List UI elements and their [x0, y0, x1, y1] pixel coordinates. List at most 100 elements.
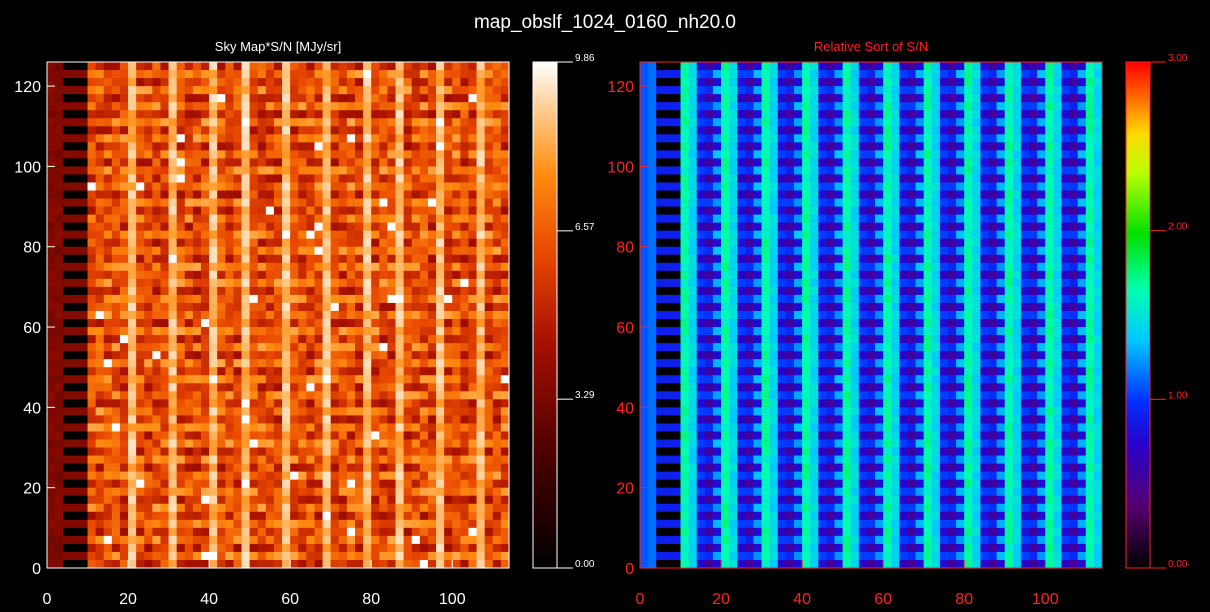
heatmap-cell [290, 463, 299, 473]
heatmap-cell [500, 431, 510, 441]
heatmap-cell [298, 158, 307, 168]
heatmap-cell [95, 294, 105, 304]
heatmap-cell [128, 463, 137, 473]
heatmap-cell [103, 407, 113, 416]
heatmap-cell [729, 359, 738, 368]
heatmap-cell [298, 78, 307, 87]
heatmap-cell [688, 182, 698, 192]
heatmap-cell [785, 327, 795, 336]
heatmap-cell [322, 110, 332, 119]
heatmap-cell [712, 238, 722, 248]
heatmap-cell [152, 487, 162, 497]
heatmap-cell [257, 118, 267, 127]
heatmap-cell [338, 94, 348, 103]
heatmap-cell [176, 102, 186, 111]
heatmap-cell [411, 262, 421, 272]
heatmap-cell [468, 238, 478, 248]
heatmap-cell [201, 399, 210, 408]
heatmap-cell [802, 367, 811, 376]
heatmap-cell [640, 511, 649, 521]
colorbar-tick-label: 9.86 [575, 53, 595, 64]
heatmap-cell [721, 471, 730, 481]
heatmap-cell [225, 399, 235, 408]
heatmap-cell [656, 455, 665, 465]
heatmap-cell [257, 94, 267, 103]
heatmap-cell [63, 294, 72, 304]
heatmap-cell [298, 198, 307, 208]
heatmap-cell [330, 206, 340, 216]
heatmap-cell [640, 327, 649, 336]
heatmap-cell [314, 527, 324, 537]
heatmap-cell [436, 367, 445, 376]
heatmap-cell [387, 319, 397, 328]
heatmap-cell [452, 174, 461, 184]
heatmap-cell [794, 246, 803, 256]
heatmap-cell [168, 246, 178, 256]
left-colorbar: 0.003.296.579.86 [532, 53, 595, 570]
heatmap-cell [468, 479, 478, 489]
heatmap-cell [168, 439, 178, 449]
heatmap-cell [769, 407, 779, 416]
heatmap-cell [379, 351, 389, 360]
heatmap-cell [468, 182, 478, 192]
heatmap-cell [322, 431, 332, 441]
heatmap-cell [290, 94, 299, 103]
heatmap-cell [656, 118, 665, 127]
heatmap-cell [47, 391, 56, 400]
heatmap-cell [387, 367, 397, 376]
heatmap-cell [184, 118, 194, 127]
heatmap-cell [87, 206, 97, 216]
heatmap-cell [355, 359, 364, 368]
heatmap-cell [225, 375, 235, 384]
heatmap-cell [241, 423, 251, 433]
heatmap-cell [444, 206, 453, 216]
heatmap-cell [785, 262, 795, 272]
heatmap-cell [492, 495, 502, 505]
heatmap-cell [664, 335, 674, 344]
heatmap-cell [95, 535, 105, 545]
heatmap-cell [452, 423, 461, 433]
heatmap-cell [688, 439, 698, 449]
heatmap-cell [379, 375, 389, 384]
heatmap-cell [753, 415, 763, 425]
heatmap-cell [664, 270, 674, 280]
heatmap-cell [136, 527, 145, 537]
heatmap-cell [436, 431, 445, 441]
heatmap-cell [656, 439, 665, 449]
heatmap-cell [640, 495, 649, 505]
heatmap-cell [128, 174, 137, 184]
heatmap-cell [79, 455, 89, 465]
heatmap-cell [346, 158, 356, 168]
heatmap-cell [47, 487, 56, 497]
heatmap-cell [119, 214, 129, 224]
heatmap-cell [152, 198, 162, 208]
heatmap-cell [144, 110, 153, 119]
heatmap-cell [346, 270, 356, 280]
heatmap-cell [87, 455, 97, 465]
heatmap-cell [338, 110, 348, 119]
heatmap-cell [753, 319, 763, 328]
heatmap-cell [492, 270, 502, 280]
heatmap-cell [363, 310, 372, 320]
heatmap-cell [55, 214, 64, 224]
heatmap-cell [314, 214, 324, 224]
heatmap-cell [168, 319, 178, 328]
heatmap-cell [346, 254, 356, 264]
heatmap-cell [209, 126, 218, 135]
heatmap-cell [249, 335, 259, 344]
heatmap-cell [712, 182, 722, 192]
heatmap-cell [71, 214, 81, 224]
heatmap-cell [103, 399, 113, 408]
heatmap-cell [810, 294, 819, 304]
heatmap-cell [492, 286, 502, 296]
heatmap-cell [688, 262, 698, 272]
heatmap-cell [273, 511, 283, 521]
heatmap-cell [500, 134, 510, 143]
heatmap-cell [802, 246, 811, 256]
heatmap-cell [79, 359, 89, 368]
heatmap-cell [95, 174, 105, 184]
heatmap-cell [314, 463, 324, 473]
heatmap-cell [346, 62, 356, 71]
heatmap-cell [71, 439, 81, 449]
heatmap-cell [79, 527, 89, 537]
